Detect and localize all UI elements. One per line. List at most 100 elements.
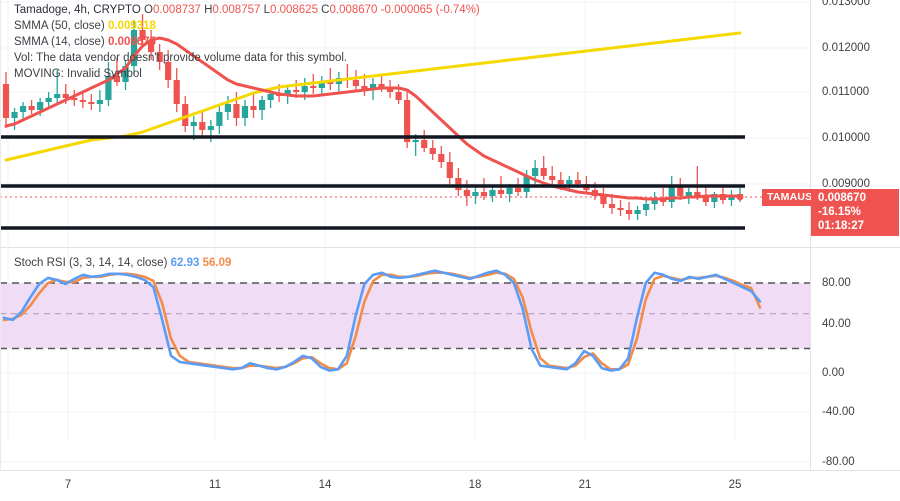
candle-body: [386, 88, 394, 92]
candle-body: [378, 84, 385, 88]
candle-body: [19, 106, 27, 112]
candle-body: [2, 84, 10, 118]
candle-body: [549, 176, 556, 180]
candle-body: [147, 40, 155, 52]
candle-body: [361, 86, 368, 90]
candle-body: [617, 208, 624, 210]
candle-body: [37, 102, 44, 110]
candle-body: [258, 100, 266, 110]
candle-body: [369, 84, 377, 90]
candle-body: [293, 90, 300, 92]
candle-body: [455, 178, 462, 190]
candle-body: [190, 122, 197, 126]
candle-body: [199, 122, 206, 130]
candle-body: [728, 196, 735, 200]
candle-body: [54, 94, 61, 98]
candle-body: [574, 180, 581, 184]
time-axis-tick: 11: [209, 479, 221, 491]
candle-body: [156, 52, 163, 62]
candle-body: [625, 210, 633, 214]
candle-body: [28, 106, 35, 110]
candle-body: [711, 194, 718, 202]
candle-body: [497, 190, 505, 194]
oscillator-axis-tick: -40.00: [822, 406, 855, 418]
candle-body: [514, 188, 522, 192]
candle-body: [702, 196, 709, 202]
candle-body: [45, 98, 52, 102]
candle-body: [506, 188, 513, 194]
candle-body: [96, 100, 103, 104]
oscillator-axis-tick: 40.00: [822, 318, 851, 330]
candle-body: [685, 192, 692, 196]
oscillator-axis[interactable]: 80.00 40.00 0.00 -40.00 -80.00: [810, 248, 900, 470]
candle-body: [301, 86, 308, 92]
price-axis-tick: 0.013000: [822, 0, 870, 8]
time-axis-tick: 25: [728, 479, 742, 491]
candle-body: [352, 80, 360, 86]
oscillator-axis-tick: 80.00: [822, 277, 851, 289]
candle-body: [438, 154, 445, 162]
candle-body: [139, 30, 146, 40]
candle-body: [429, 148, 436, 154]
overbought-oversold-band: [0, 283, 810, 349]
stoch-rsi-pane[interactable]: [0, 248, 810, 470]
candle-body: [421, 140, 428, 148]
candle-body: [327, 82, 334, 84]
candle-body: [241, 106, 249, 118]
candle-body: [463, 190, 470, 196]
bar-countdown: 01:18:27: [818, 220, 865, 232]
pane-divider[interactable]: [0, 247, 900, 248]
candle-body: [62, 94, 69, 98]
stoch-rsi-canvas[interactable]: [0, 248, 810, 470]
oscillator-axis-tick: -80.00: [822, 456, 855, 468]
candle-body: [250, 106, 257, 110]
candle-body: [207, 126, 214, 130]
current-price-tag: 0.008670 -16.15% 01:18:27: [811, 189, 899, 236]
current-price-value: 0.008670: [818, 192, 866, 204]
candle-body: [668, 186, 675, 202]
candle-body: [267, 94, 274, 100]
candle-body: [446, 162, 453, 178]
price-axis-tick: 0.012000: [822, 42, 870, 54]
time-axis[interactable]: 7 11 14 18 21 25: [0, 470, 900, 501]
candle-body: [130, 30, 138, 66]
candle-body: [310, 86, 317, 88]
candle-body: [523, 176, 530, 192]
candle-body: [216, 112, 223, 126]
time-axis-tick: 7: [64, 479, 72, 491]
candle-body: [608, 204, 616, 208]
candle-body: [173, 80, 180, 104]
candle-body: [284, 90, 291, 96]
stoch-rsi-d-line: [2, 271, 762, 371]
stoch-rsi-k-line: [2, 269, 762, 372]
candle-body: [404, 100, 411, 142]
oscillator-axis-tick: 0.00: [822, 367, 845, 379]
price-chart-pane[interactable]: [0, 0, 810, 247]
candle-body: [224, 104, 232, 112]
price-chart-canvas[interactable]: [0, 0, 810, 247]
candle-body: [472, 192, 479, 196]
candle-body: [122, 66, 129, 82]
candle-body: [182, 104, 189, 126]
price-axis-tick: 0.009000: [822, 178, 870, 190]
candle-body: [557, 180, 564, 184]
time-axis-tick: 21: [578, 479, 592, 491]
candle-body: [480, 192, 488, 196]
candle-body: [532, 168, 539, 176]
time-axis-tick: 14: [318, 479, 332, 491]
candle-body: [395, 92, 402, 100]
candle-body: [643, 204, 650, 210]
candle-body: [489, 190, 496, 196]
time-axis-tick: 18: [468, 479, 482, 491]
current-change-pct: -16.15%: [818, 206, 861, 218]
candle-body: [88, 102, 95, 104]
symbol-price-tag: TAMAUSD: [762, 189, 826, 206]
smma-14-line: [4, 36, 742, 201]
left-border: [0, 0, 1, 470]
candle-body: [540, 168, 547, 176]
candle-body: [651, 198, 658, 204]
price-axis-tick: 0.011000: [822, 86, 870, 98]
candle-body: [634, 210, 641, 214]
candle-body: [694, 192, 701, 196]
